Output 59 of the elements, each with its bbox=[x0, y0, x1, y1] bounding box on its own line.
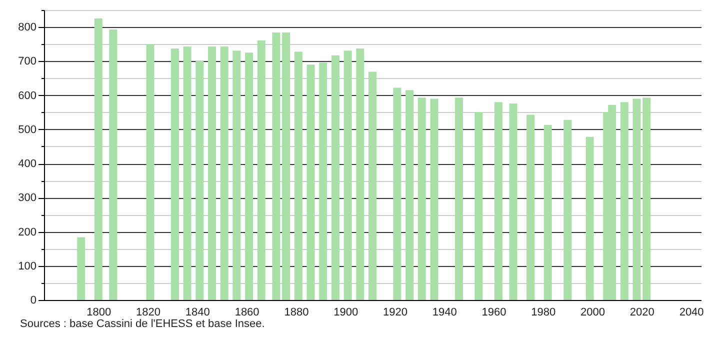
bar bbox=[509, 103, 518, 300]
bar bbox=[632, 98, 641, 300]
bar bbox=[642, 98, 651, 300]
bar bbox=[319, 62, 328, 300]
bar bbox=[208, 46, 216, 300]
x-tick-label: 1960 bbox=[482, 306, 506, 318]
x-tick-label: 1920 bbox=[382, 306, 408, 318]
y-tick-label: 300 bbox=[18, 192, 36, 204]
bar bbox=[77, 237, 86, 300]
bar bbox=[418, 98, 426, 300]
bar bbox=[232, 50, 241, 300]
x-tick-label: 1980 bbox=[531, 306, 556, 318]
bar bbox=[245, 52, 254, 300]
bar bbox=[272, 32, 280, 300]
bar bbox=[368, 72, 376, 300]
y-tick-label: 600 bbox=[18, 90, 36, 102]
bar bbox=[196, 60, 204, 300]
bar bbox=[109, 29, 118, 300]
bar bbox=[257, 40, 266, 300]
bar bbox=[474, 112, 483, 300]
bar bbox=[544, 124, 552, 300]
source-note: Sources : base Cassini de l'EHESS et base Insee. bbox=[20, 318, 265, 330]
x-tick-label: 1940 bbox=[432, 306, 457, 318]
bar bbox=[620, 102, 628, 300]
bar bbox=[526, 114, 535, 300]
y-tick-label: 400 bbox=[18, 158, 36, 170]
x-tick-label: 2040 bbox=[679, 306, 704, 318]
bar bbox=[183, 46, 192, 300]
y-tick-label: 100 bbox=[18, 260, 36, 272]
bar bbox=[564, 120, 572, 300]
x-tick-label: 1860 bbox=[234, 306, 260, 318]
bar bbox=[393, 88, 402, 300]
y-tick-label: 800 bbox=[18, 22, 36, 34]
x-tick-label: 1840 bbox=[185, 306, 210, 318]
bar bbox=[306, 64, 315, 300]
bar bbox=[294, 52, 302, 300]
y-tick-label: 500 bbox=[18, 124, 36, 136]
y-tick-label: 0 bbox=[30, 294, 36, 306]
bar bbox=[331, 55, 340, 300]
bar bbox=[454, 98, 463, 300]
bar bbox=[220, 46, 228, 300]
y-tick-label: 200 bbox=[18, 226, 36, 238]
bar bbox=[344, 50, 352, 300]
x-tick-label: 1900 bbox=[334, 306, 358, 318]
x-tick-label: 2000 bbox=[580, 306, 606, 318]
bar bbox=[170, 48, 179, 300]
bar bbox=[282, 32, 290, 300]
y-tick-label: 700 bbox=[18, 56, 36, 68]
x-tick-label: 1800 bbox=[86, 306, 112, 318]
bar bbox=[406, 90, 414, 300]
bar bbox=[146, 44, 154, 300]
bar bbox=[356, 48, 364, 300]
x-tick-label: 1820 bbox=[136, 306, 161, 318]
bar bbox=[94, 18, 102, 300]
x-tick-label: 2020 bbox=[630, 306, 654, 318]
bar bbox=[430, 98, 438, 300]
bar bbox=[494, 102, 502, 300]
bar bbox=[586, 136, 594, 300]
x-tick-label: 1880 bbox=[284, 306, 309, 318]
